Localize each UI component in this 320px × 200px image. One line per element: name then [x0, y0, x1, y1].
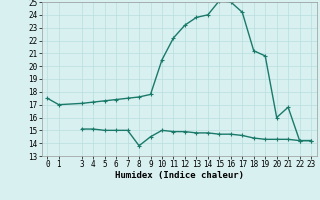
X-axis label: Humidex (Indice chaleur): Humidex (Indice chaleur) [115, 171, 244, 180]
